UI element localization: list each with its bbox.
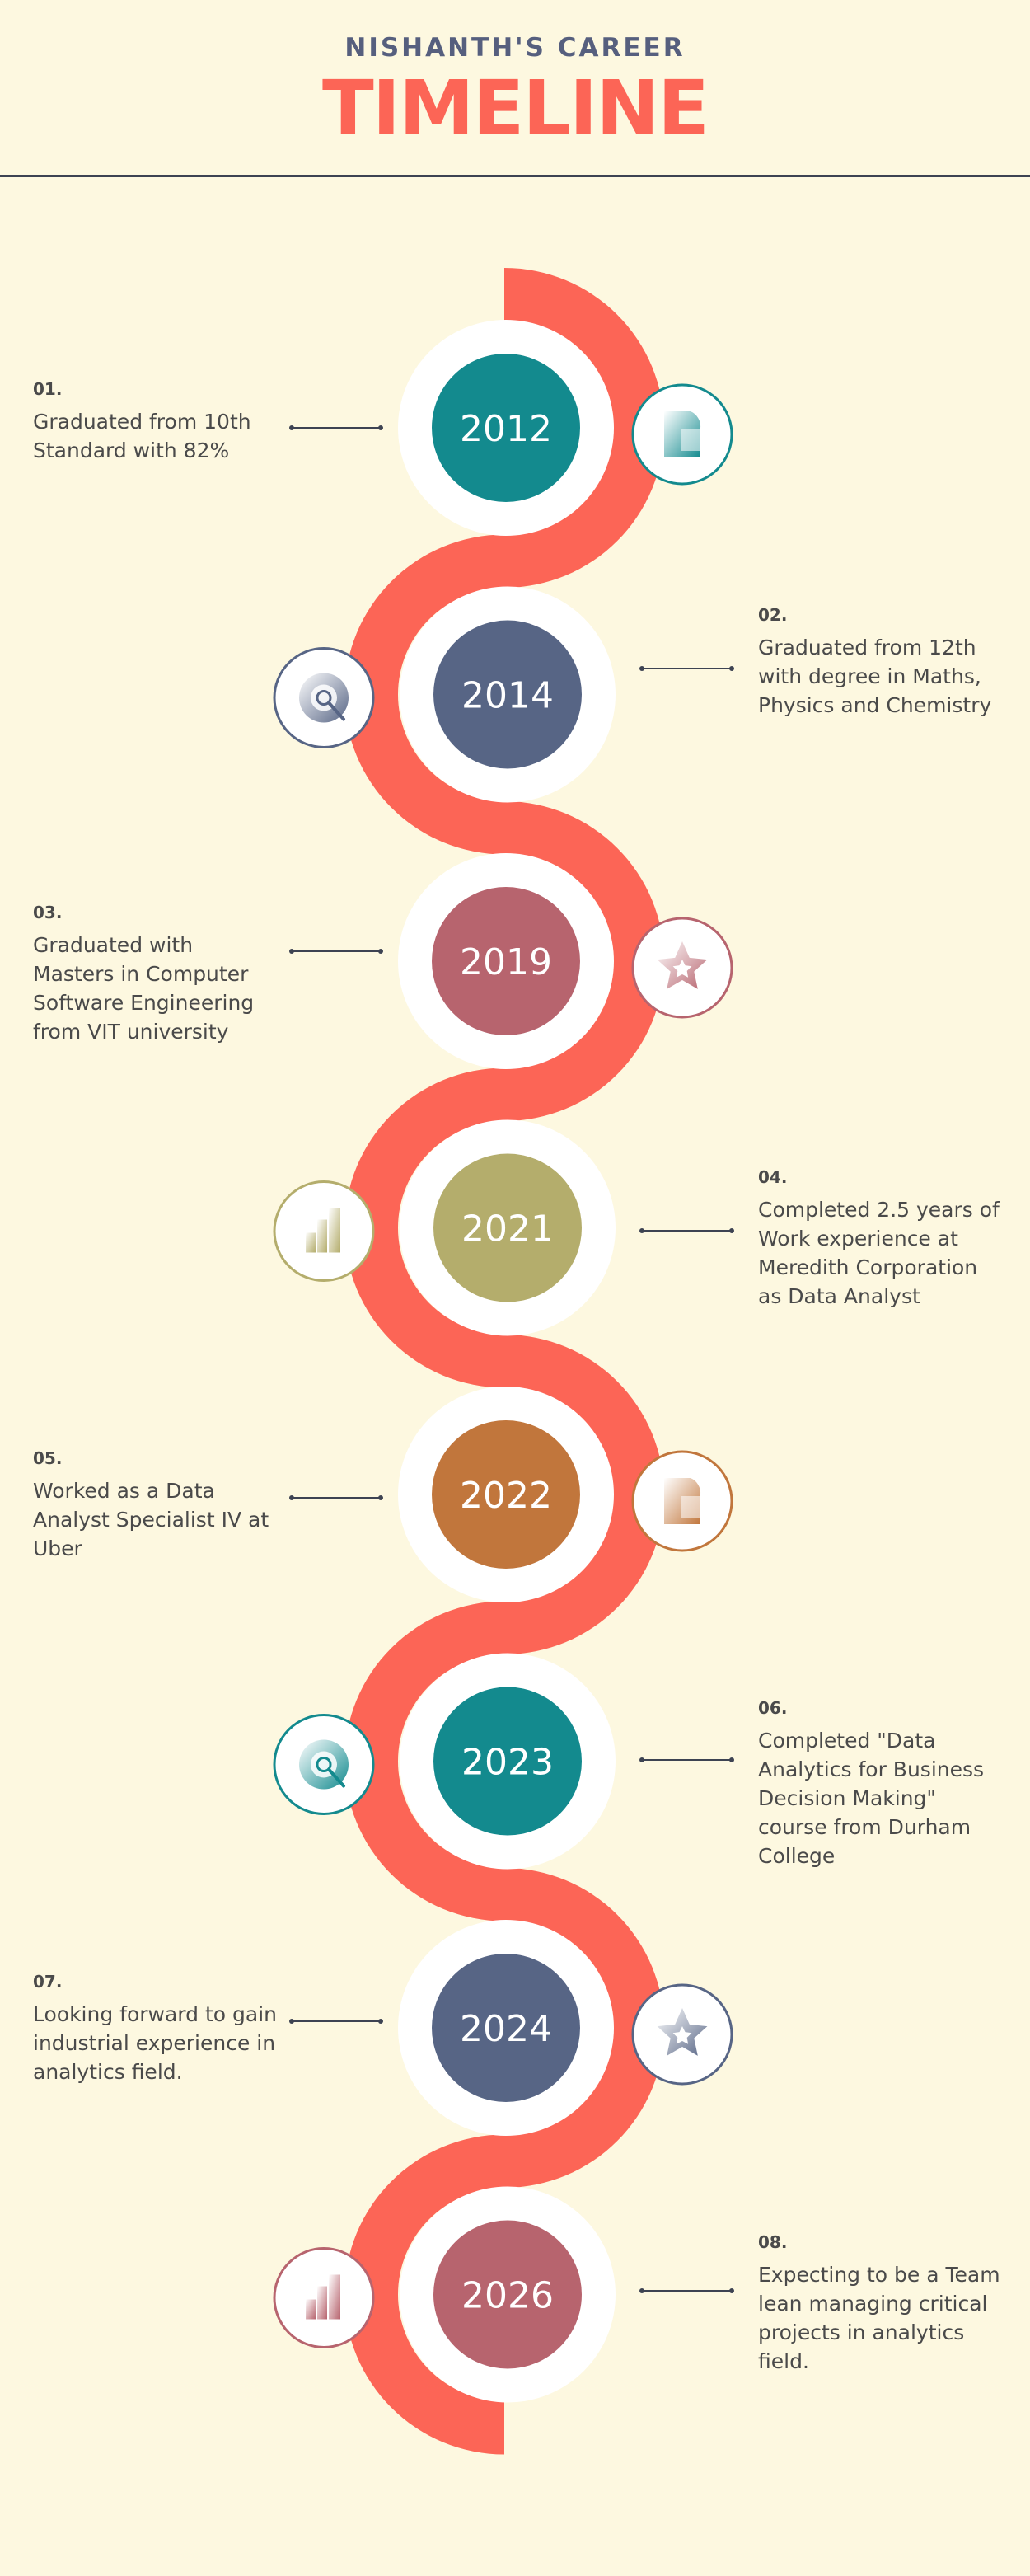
connector-dot <box>378 2019 383 2024</box>
connector-dot <box>289 425 294 430</box>
event-text: Graduated from 10th Standard with 82% <box>33 410 251 462</box>
event-number: 01. <box>33 379 63 399</box>
event-number: 04. <box>758 1167 788 1187</box>
event-number: 07. <box>33 1972 63 1992</box>
page-title: TIMELINE <box>321 64 709 152</box>
connector-dot <box>378 949 383 954</box>
year-circle <box>432 354 580 502</box>
year-label: 2021 <box>461 1208 554 1250</box>
event-number: 05. <box>33 1448 63 1468</box>
event-5: 05. Worked as a Data Analyst Specialist … <box>33 1448 280 1563</box>
wave-segment <box>504 268 664 588</box>
event-text: Graduated with Masters in Computer Softw… <box>33 933 255 1044</box>
event-text: Completed "Data Analytics for Business D… <box>758 1729 985 1868</box>
star-icon <box>631 917 733 1019</box>
year-label: 2014 <box>461 675 554 717</box>
event-number: 02. <box>758 605 788 625</box>
pie-chart-icon <box>631 1450 733 1552</box>
wave-segment <box>344 1601 504 1921</box>
wave-segment <box>504 1868 664 2188</box>
wave-segment <box>504 1335 664 1654</box>
connector-dot <box>639 666 644 671</box>
event-text: Completed 2.5 years of Work experience a… <box>758 1198 1000 1308</box>
event-2: 02. Graduated from 12th with degree in M… <box>758 605 1005 720</box>
bar-chart-icon <box>273 2247 375 2348</box>
event-number: 06. <box>758 1698 788 1718</box>
event-number: 08. <box>758 2232 788 2252</box>
event-8: 08. Expecting to be a Team lean managing… <box>758 2232 1005 2376</box>
wave-segment <box>344 1067 504 1388</box>
year-label: 2023 <box>461 1742 554 1784</box>
year-circle <box>433 1687 582 1836</box>
event-3: 03. Graduated with Masters in Computer S… <box>33 903 280 1046</box>
header: NISHANTH'S CAREER TIMELINE <box>0 0 1030 176</box>
year-circle <box>432 1954 580 2102</box>
connector-dot <box>729 1757 734 1762</box>
event-text: Expecting to be a Team lean managing cri… <box>758 2263 1000 2373</box>
year-circle <box>432 887 580 1035</box>
event-7: 07. Looking forward to gain industrial e… <box>33 1972 280 2086</box>
event-text: Worked as a Data Analyst Specialist IV a… <box>33 1479 269 1560</box>
bar-chart-icon <box>273 1180 375 1282</box>
year-label: 2012 <box>460 408 552 450</box>
pie-chart-icon <box>631 383 733 486</box>
connector-dot <box>729 2288 734 2293</box>
connector-dot <box>639 1228 644 1233</box>
wave-segment <box>344 534 504 855</box>
year-label: 2026 <box>461 2275 554 2317</box>
connector-dot <box>729 666 734 671</box>
connector-dot <box>289 949 294 954</box>
year-circle <box>433 620 582 769</box>
event-4: 04. Completed 2.5 years of Work experien… <box>758 1167 1005 1311</box>
year-label: 2024 <box>460 2008 552 2050</box>
connector-dot <box>729 1228 734 1233</box>
event-text: Looking forward to gain industrial exper… <box>33 2002 277 2084</box>
year-label: 2019 <box>460 941 552 983</box>
year-circle <box>433 2220 582 2369</box>
page-subtitle: NISHANTH'S CAREER <box>344 33 686 63</box>
event-6: 06. Completed "Data Analytics for Busine… <box>758 1698 1005 1870</box>
wave-segment <box>344 2134 504 2455</box>
header-divider <box>0 175 1030 177</box>
connector-dot <box>639 2288 644 2293</box>
target-search-icon <box>273 647 375 748</box>
year-circle <box>433 1153 582 1302</box>
connector-dot <box>289 1495 294 1500</box>
connector-dot <box>639 1757 644 1762</box>
event-number: 03. <box>33 903 63 922</box>
event-1: 01. Graduated from 10th Standard with 82… <box>33 379 280 465</box>
star-icon <box>631 1983 733 2086</box>
event-text: Graduated from 12th with degree in Maths… <box>758 636 992 717</box>
wave-segment <box>504 801 664 1121</box>
year-circle <box>432 1420 580 1569</box>
connector-dot <box>289 2019 294 2024</box>
connector-dot <box>378 1495 383 1500</box>
year-label: 2022 <box>460 1475 552 1517</box>
connector-dot <box>378 425 383 430</box>
target-search-icon <box>273 1714 375 1815</box>
